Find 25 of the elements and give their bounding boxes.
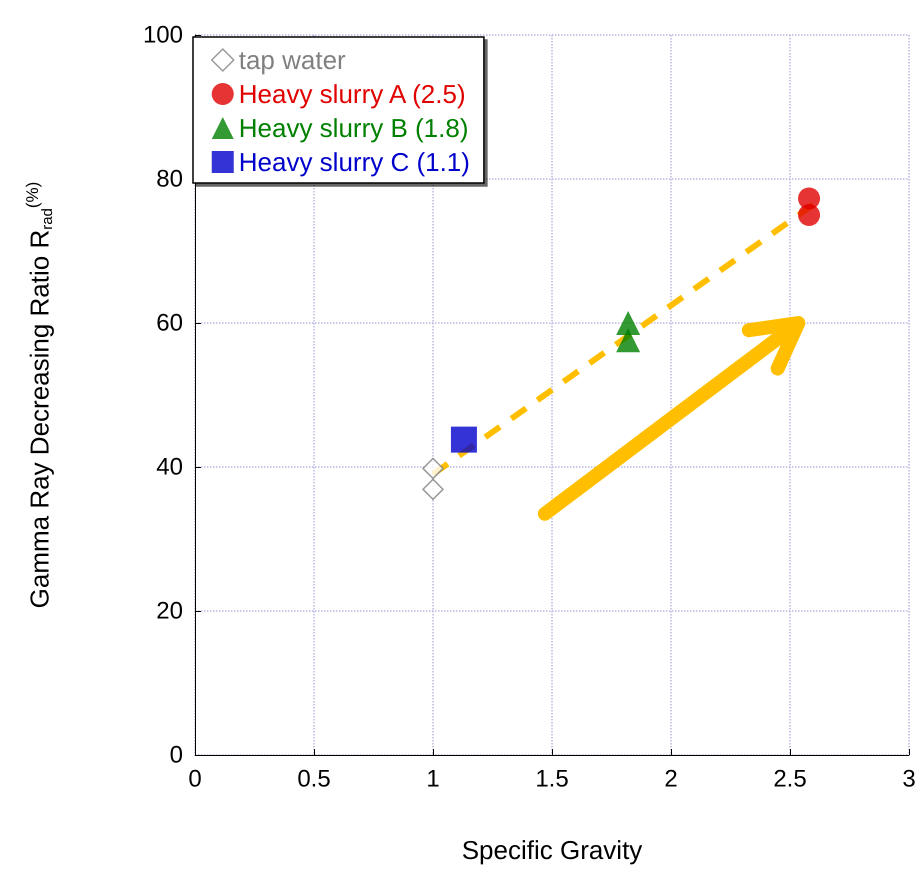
point [616, 311, 640, 335]
y-tick-label: 40 [156, 454, 183, 480]
y-axis-title: Gamma Ray Decreasing Ratio Rrad(%) [23, 182, 56, 608]
x-tick-label: 2 [664, 766, 678, 792]
legend-label: tap water [238, 45, 346, 75]
x-tick-label: 1.5 [535, 766, 569, 792]
legend-label: Heavy slurry B (1.8) [238, 113, 468, 143]
point [798, 204, 820, 226]
x-tick-label: 0 [188, 766, 202, 792]
point [422, 458, 444, 480]
y-tick-label: 100 [142, 22, 183, 48]
point [450, 426, 477, 453]
legend-label: Heavy slurry C (1.1) [238, 147, 470, 177]
point [422, 478, 444, 500]
y-tick-label: 0 [170, 742, 183, 768]
y-tick-label: 80 [156, 166, 183, 192]
x-axis-title: Specific Gravity [462, 835, 642, 865]
legend-label: Heavy slurry A (2.5) [238, 79, 466, 109]
x-tick-label: 3 [902, 766, 916, 792]
x-tick-label: 0.5 [297, 766, 331, 792]
point [616, 328, 640, 352]
x-tick-label: 2.5 [773, 766, 807, 792]
y-tick-label: 60 [156, 310, 183, 336]
y-tick-label: 20 [156, 598, 183, 624]
x-tick-label: 1 [426, 766, 440, 792]
